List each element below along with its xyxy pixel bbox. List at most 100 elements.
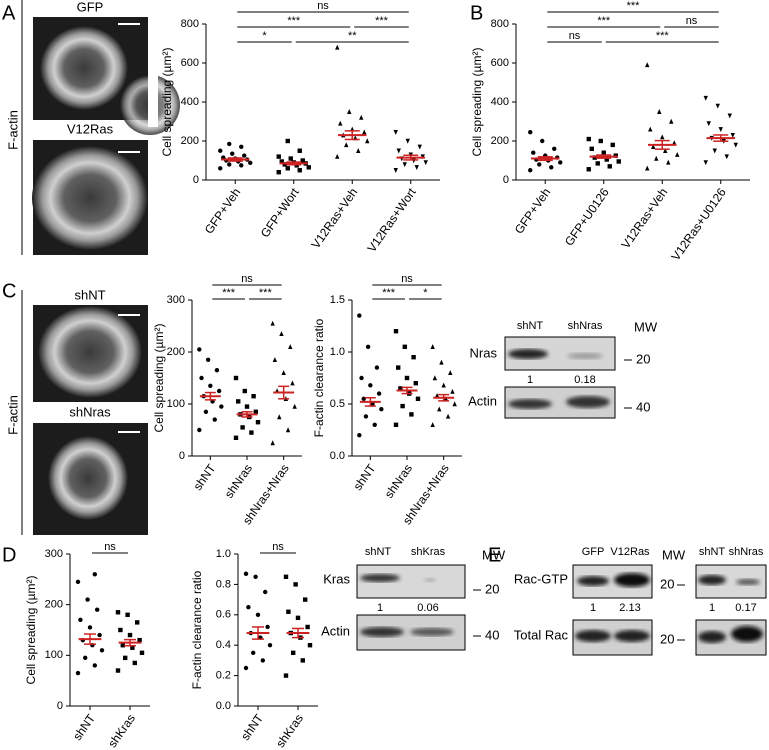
band bbox=[698, 575, 726, 585]
data-point bbox=[285, 427, 291, 433]
data-point bbox=[430, 344, 435, 349]
y-tick-label: 0.0 bbox=[330, 450, 345, 462]
y-tick-label: 1.5 bbox=[330, 294, 345, 306]
y-tick-label: 0.5 bbox=[330, 398, 345, 410]
data-point bbox=[123, 655, 128, 661]
data-point bbox=[197, 347, 202, 352]
band bbox=[736, 579, 760, 585]
y-tick-label: 0.4 bbox=[216, 639, 231, 651]
data-point bbox=[227, 162, 232, 167]
data-point bbox=[363, 414, 369, 419]
data-point bbox=[83, 655, 88, 661]
band bbox=[731, 626, 763, 642]
lane-label: shNT bbox=[517, 320, 544, 332]
data-point bbox=[240, 425, 245, 430]
data-point bbox=[730, 132, 735, 138]
quant: 1 bbox=[377, 602, 383, 614]
data-point bbox=[239, 144, 244, 150]
data-point bbox=[414, 165, 419, 171]
data-point bbox=[286, 609, 291, 614]
data-point bbox=[283, 574, 289, 579]
data-point bbox=[372, 422, 377, 427]
data-point bbox=[357, 313, 362, 318]
data-point bbox=[306, 165, 311, 170]
data-point bbox=[92, 663, 98, 668]
row-label: Kras bbox=[323, 571, 350, 586]
band bbox=[577, 576, 609, 586]
side-label: F-actin bbox=[5, 395, 20, 435]
row-label: Rac-GTP bbox=[514, 571, 568, 586]
quant: 0.17 bbox=[735, 602, 756, 614]
row-label: Nras bbox=[470, 345, 498, 360]
cell bbox=[32, 146, 148, 250]
data-point bbox=[359, 375, 364, 381]
data-point bbox=[251, 394, 256, 399]
data-point bbox=[437, 406, 442, 412]
data-point bbox=[290, 380, 295, 386]
data-point bbox=[279, 159, 284, 164]
mw-label: 20 bbox=[636, 351, 650, 366]
x-tick-label: shKras bbox=[105, 712, 138, 750]
data-point bbox=[216, 388, 222, 394]
data-point bbox=[660, 134, 665, 140]
lane-label: shKras bbox=[411, 546, 446, 558]
data-point bbox=[733, 142, 738, 148]
data-point bbox=[531, 150, 536, 155]
band bbox=[567, 353, 603, 359]
y-axis-title: Cell spreading (µm²) bbox=[24, 576, 38, 685]
data-point bbox=[300, 658, 305, 663]
data-point bbox=[118, 627, 123, 633]
x-tick-label: shNT bbox=[190, 461, 218, 493]
data-point bbox=[248, 160, 253, 166]
y-tick-label: 200 bbox=[45, 599, 63, 611]
data-point bbox=[393, 329, 399, 334]
data-point bbox=[376, 391, 382, 396]
y-tick-label: 0.0 bbox=[216, 700, 231, 712]
significance-label: ns bbox=[241, 273, 253, 285]
data-point bbox=[616, 159, 621, 164]
data-point bbox=[359, 114, 364, 120]
data-point bbox=[552, 146, 557, 151]
data-point bbox=[132, 660, 137, 666]
data-point bbox=[417, 144, 422, 150]
data-point bbox=[78, 617, 83, 623]
band bbox=[698, 631, 726, 643]
lane-label: shNT bbox=[365, 546, 392, 558]
data-point bbox=[267, 643, 273, 648]
data-point bbox=[218, 148, 223, 153]
data-point bbox=[75, 670, 81, 676]
data-point bbox=[276, 170, 281, 175]
panel-label: B bbox=[470, 2, 483, 24]
data-point bbox=[663, 148, 668, 153]
y-axis-title: Cell spreading (µm²) bbox=[160, 48, 174, 157]
data-point bbox=[279, 331, 284, 336]
data-point bbox=[379, 407, 384, 412]
data-point bbox=[724, 154, 729, 160]
quant: 1 bbox=[590, 602, 596, 614]
data-point bbox=[393, 422, 399, 427]
data-point bbox=[344, 142, 349, 148]
data-point bbox=[242, 153, 247, 158]
x-tick-label: shKras bbox=[273, 712, 306, 750]
data-point bbox=[253, 574, 258, 579]
data-point bbox=[127, 632, 133, 638]
data-point bbox=[589, 146, 594, 151]
quant: 0.06 bbox=[417, 602, 438, 614]
data-point bbox=[243, 665, 249, 671]
data-point bbox=[368, 383, 373, 388]
data-point bbox=[669, 118, 674, 124]
significance-label: ns bbox=[401, 273, 413, 285]
data-point bbox=[703, 160, 708, 166]
data-point bbox=[361, 396, 366, 401]
data-point bbox=[396, 365, 401, 370]
panel-label: D bbox=[2, 544, 16, 566]
data-point bbox=[203, 409, 209, 414]
data-point bbox=[648, 126, 653, 132]
data-point bbox=[402, 162, 407, 168]
data-point bbox=[415, 396, 421, 401]
y-tick-label: 200 bbox=[167, 346, 185, 358]
data-point bbox=[452, 401, 457, 407]
data-point bbox=[645, 165, 650, 171]
cell bbox=[38, 306, 142, 398]
band bbox=[566, 396, 610, 408]
